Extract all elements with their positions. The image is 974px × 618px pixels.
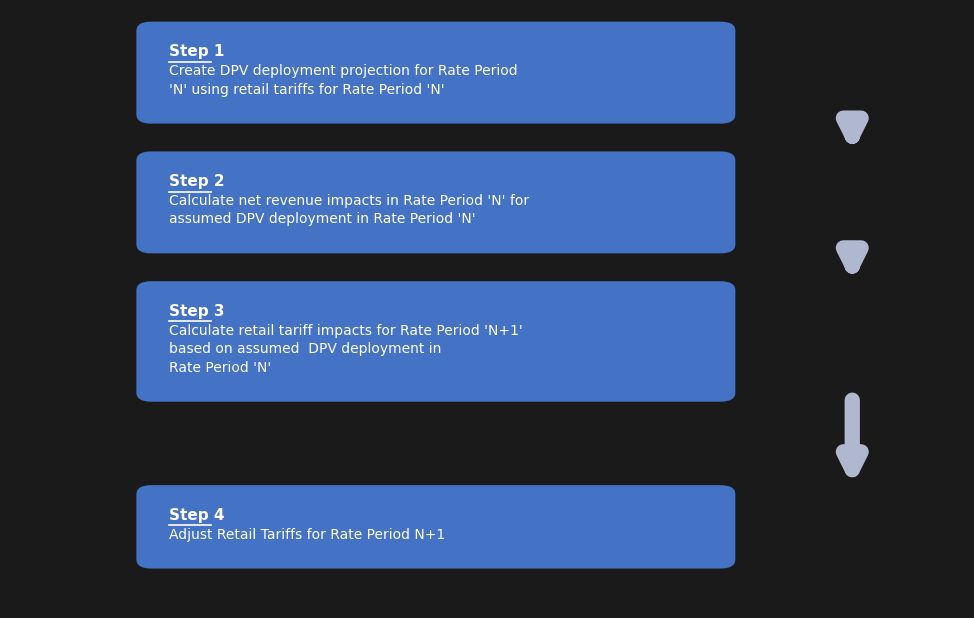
FancyBboxPatch shape [136,281,735,402]
Text: Expected Tariff
Impact: Expected Tariff Impact [796,523,909,552]
Text: Adjust Retail Tariffs for Rate Period N+1: Adjust Retail Tariffs for Rate Period N+… [169,528,445,542]
FancyBboxPatch shape [136,22,735,124]
Text: Calculate net revenue impacts in Rate Period 'N' for
assumed DPV deployment in R: Calculate net revenue impacts in Rate Pe… [169,194,529,226]
Text: Ratepayer
Impact
Calculation: Ratepayer Impact Calculation [810,318,894,365]
Text: Calculate retail tariff impacts for Rate Period 'N+1'
based on assumed  DPV depl: Calculate retail tariff impacts for Rate… [169,324,522,375]
Text: Output:: Output: [823,503,881,516]
Text: Net Revenue
Impact
Calculation: Net Revenue Impact Calculation [805,179,900,226]
Text: Step 4: Step 4 [169,508,224,523]
FancyBboxPatch shape [136,485,735,569]
Text: Step 3: Step 3 [169,304,224,319]
Text: Deployment
Projection
Calculation: Deployment Projection Calculation [807,49,897,96]
FancyBboxPatch shape [136,151,735,253]
Text: Create DPV deployment projection for Rate Period
'N' using retail tariffs for Ra: Create DPV deployment projection for Rat… [169,64,517,96]
Text: Step 2: Step 2 [169,174,224,189]
Text: Step 1: Step 1 [169,44,224,59]
